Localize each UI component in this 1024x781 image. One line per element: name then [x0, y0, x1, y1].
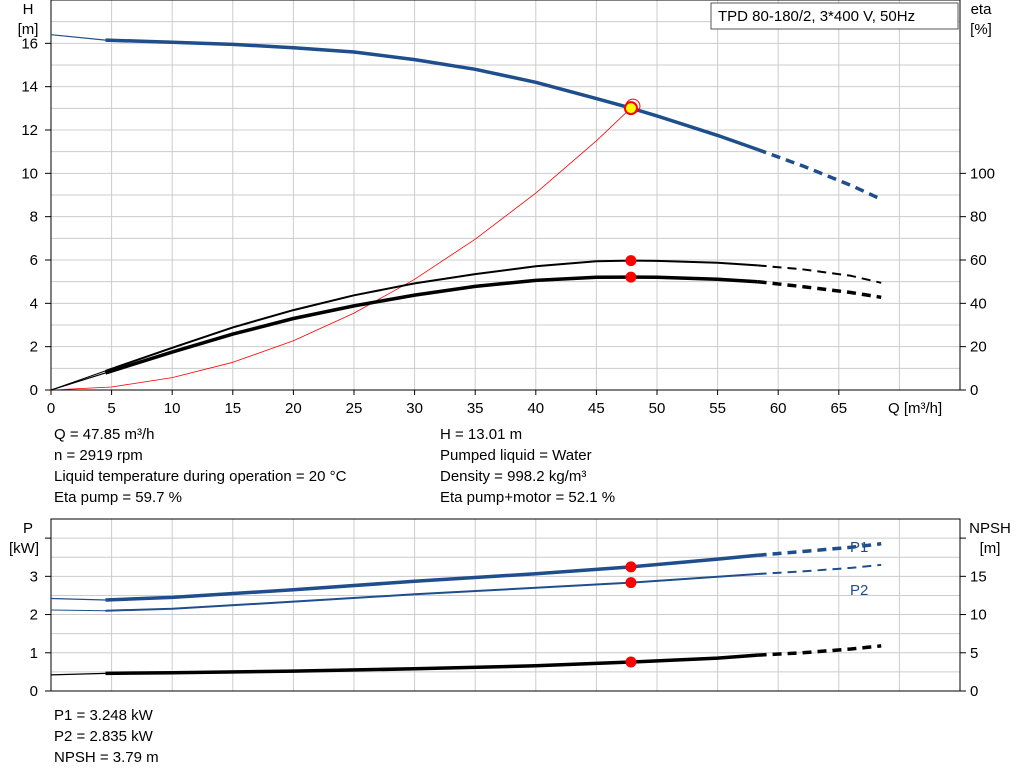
p1-series-label: P1	[850, 539, 868, 556]
info-head: H = 13.01 m	[440, 426, 523, 443]
y-tick-label-left: 2	[30, 339, 38, 356]
y-tick-label-left: 12	[21, 122, 38, 139]
duty-point-marker	[623, 101, 638, 116]
y-tick-label-left: 0	[30, 382, 38, 399]
y-tick-label-right: 15	[970, 568, 987, 585]
npsh-marker	[625, 656, 637, 668]
y-axis-label-right: NPSH	[969, 520, 1011, 537]
power-info: P1 = 3.248 kW P2 = 2.835 kW NPSH = 3.79 …	[54, 705, 159, 768]
y-tick-label-right: 20	[970, 339, 987, 356]
info-density: Density = 998.2 kg/m³	[440, 468, 587, 485]
p1-marker	[625, 561, 637, 573]
p2-curve-extrapolated-low	[51, 609, 106, 612]
info-flow: Q = 47.85 m³/h	[54, 426, 155, 443]
y-axis-unit-right: [%]	[970, 21, 992, 38]
y-tick-label-right: 60	[970, 252, 987, 269]
y-tick-label-left: 8	[30, 209, 38, 226]
info-speed: n = 2919 rpm	[54, 447, 143, 464]
y-tick-label-left: 16	[21, 35, 38, 52]
head-curve-extrapolated-high	[757, 147, 882, 201]
x-tick-label: 65	[830, 400, 847, 417]
eta-total-marker	[625, 271, 637, 283]
eta-total-curve-extrapolated-high	[757, 279, 882, 300]
x-tick-label: 5	[107, 400, 115, 417]
y-axis-unit-left: [kW]	[9, 540, 39, 557]
y-tick-label-right: 10	[970, 607, 987, 624]
info-p1: P1 = 3.248 kW	[54, 707, 153, 724]
head-curve-extrapolated-low	[51, 34, 106, 41]
x-tick-label: 35	[467, 400, 484, 417]
x-tick-label: 55	[709, 400, 726, 417]
y-tick-label-left: 14	[21, 79, 38, 96]
x-tick-label: 10	[164, 400, 181, 417]
y-tick-label-left: 4	[30, 295, 38, 312]
x-tick-label: 45	[588, 400, 605, 417]
x-tick-label: 15	[224, 400, 241, 417]
duty-info-left: Q = 47.85 m³/h n = 2919 rpm Liquid tempe…	[54, 424, 346, 508]
x-tick-label: 40	[527, 400, 544, 417]
y-tick-label-right: 100	[970, 165, 995, 182]
y-tick-label-right: 40	[970, 295, 987, 312]
p2-marker	[625, 577, 637, 589]
chart-title: TPD 80-180/2, 3*400 V, 50Hz	[718, 8, 915, 25]
y-tick-label-right: 80	[970, 209, 987, 226]
eta-pump-marker	[625, 255, 637, 267]
y-tick-label-left: 3	[30, 568, 38, 585]
duty-info-right: H = 13.01 m Pumped liquid = Water Densit…	[440, 424, 615, 508]
x-tick-label: 0	[47, 400, 55, 417]
y-tick-label-left: 10	[21, 165, 38, 182]
npsh-curve	[105, 653, 758, 676]
eta-pump-curve-extrapolated-high	[757, 264, 882, 284]
x-tick-label: 20	[285, 400, 302, 417]
p1-curve	[105, 553, 758, 602]
head-curve	[105, 38, 759, 152]
y-axis-label-left: H	[23, 1, 34, 18]
p1-curve-extrapolated-low	[51, 597, 106, 601]
info-eta-pump: Eta pump = 59.7 %	[54, 489, 182, 506]
x-tick-label: 30	[406, 400, 423, 417]
plot-frame-bottom	[50, 518, 961, 692]
y-axis-label-right: eta	[971, 1, 993, 18]
p2-series-label: P2	[850, 582, 868, 599]
title-box	[710, 2, 959, 30]
eta-total-curve	[104, 275, 758, 375]
x-axis-label: Q [m³/h]	[888, 400, 942, 417]
info-eta-total: Eta pump+motor = 52.1 %	[440, 489, 616, 506]
p2-curve	[105, 573, 758, 612]
eta-total-curve-extrapolated-low	[51, 372, 106, 390]
x-tick-label: 25	[346, 400, 363, 417]
p1-curve-extrapolated-high	[757, 542, 882, 558]
x-tick-label: 60	[770, 400, 787, 417]
y-tick-label-left: 6	[30, 252, 38, 269]
info-npsh: NPSH = 3.79 m	[54, 749, 159, 766]
y-tick-label-right: 5	[970, 645, 978, 662]
p2-curve-extrapolated-high	[757, 563, 882, 575]
plot-frame-top	[50, 0, 961, 391]
info-pumped-liquid: Pumped liquid = Water	[440, 447, 592, 464]
y-tick-label-right: 0	[970, 382, 978, 399]
y-tick-label-left: 2	[30, 607, 38, 624]
y-tick-label-left: 0	[30, 683, 38, 700]
system-curve	[51, 107, 632, 390]
y-axis-label-left: P	[23, 520, 33, 537]
y-tick-label-left: 1	[30, 645, 38, 662]
y-axis-unit-left: [m]	[18, 21, 39, 38]
eta-pump-curve	[105, 259, 758, 372]
npsh-curve-extrapolated-low	[51, 672, 106, 676]
y-tick-label-right: 0	[970, 683, 978, 700]
info-p2: P2 = 2.835 kW	[54, 728, 153, 745]
info-liquid-temperature: Liquid temperature during operation = 20…	[54, 468, 347, 485]
x-tick-label: 50	[649, 400, 666, 417]
npsh-curve-extrapolated-high	[757, 644, 882, 657]
y-axis-unit-right: [m]	[980, 540, 1001, 557]
